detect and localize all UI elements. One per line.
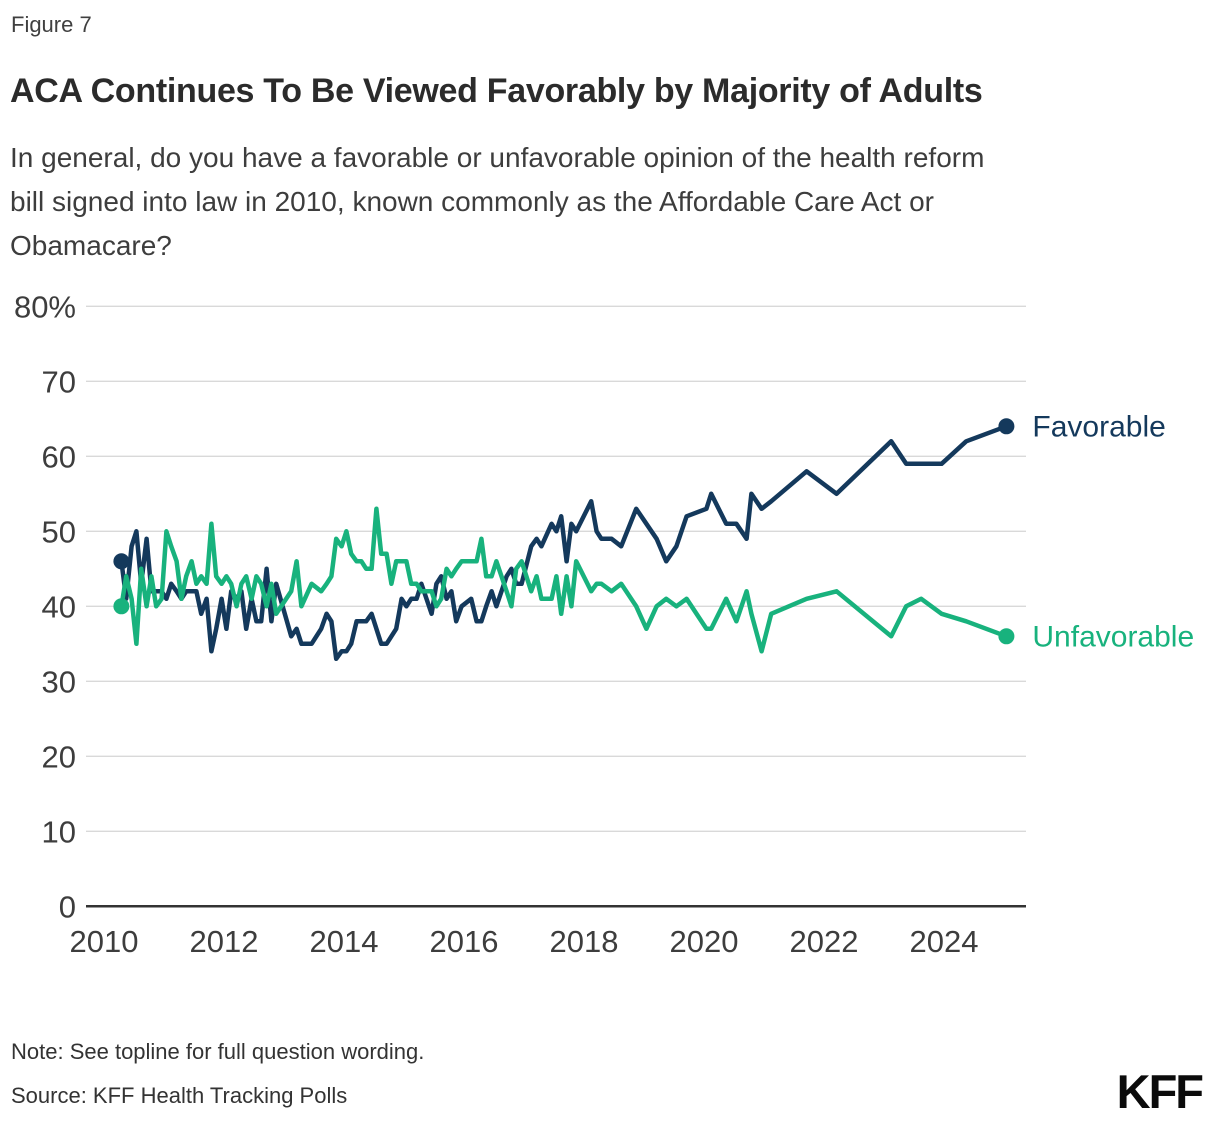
favorable-start-dot: [113, 553, 130, 570]
subtitle-line-2: bill signed into law in 2010, known comm…: [10, 186, 934, 217]
x-tick-label-2024: 2024: [910, 924, 979, 959]
y-tick-label-30: 30: [42, 664, 76, 699]
x-tick-label-2010: 2010: [70, 924, 139, 959]
y-tick-label-50: 50: [42, 514, 76, 549]
x-tick-label-2016: 2016: [430, 924, 499, 959]
chart-subtitle: In general, do you have a favorable or u…: [10, 136, 984, 268]
x-tick-label-2018: 2018: [550, 924, 619, 959]
unfavorable-line: [119, 506, 1009, 654]
favorable-line: [119, 424, 1009, 662]
unfavorable-series-label: Unfavorable: [1032, 620, 1194, 653]
favorable-end-dot: [998, 418, 1015, 435]
favorable-series-label: Favorable: [1032, 410, 1165, 443]
unfavorable-start-dot: [113, 598, 130, 615]
y-tick-label-10: 10: [42, 814, 76, 849]
y-tick-label-60: 60: [42, 439, 76, 474]
unfavorable-end-dot: [998, 628, 1015, 645]
source-note: Source: KFF Health Tracking Polls: [11, 1083, 348, 1108]
x-tick-label-2014: 2014: [310, 924, 379, 959]
y-tick-label-0: 0: [59, 889, 76, 924]
y-tick-label-80: 80%: [14, 289, 76, 324]
line-chart: 0 10 20 30 40 50 60 70 80% 2010 2012 2014 2016 2018 20…: [0, 278, 1220, 978]
aca-trend-chart-svg: 0 10 20 30 40 50 60 70 80% 2010 2012 2014 2016 2018 20…: [14, 289, 1194, 959]
subtitle-line-3: Obamacare?: [10, 230, 172, 261]
page-title: ACA Continues To Be Viewed Favorably by …: [10, 72, 983, 110]
x-tick-label-2012: 2012: [190, 924, 259, 959]
y-tick-label-70: 70: [42, 364, 76, 399]
footnote: Note: See topline for full question word…: [11, 1039, 425, 1064]
x-tick-label-2020: 2020: [670, 924, 739, 959]
y-tick-label-40: 40: [42, 589, 76, 624]
figure-label: Figure 7: [11, 12, 92, 37]
y-tick-label-20: 20: [42, 739, 76, 774]
kff-logo: KFF: [1116, 1065, 1204, 1118]
x-tick-label-2022: 2022: [790, 924, 859, 959]
subtitle-line-1: In general, do you have a favorable or u…: [10, 142, 985, 173]
